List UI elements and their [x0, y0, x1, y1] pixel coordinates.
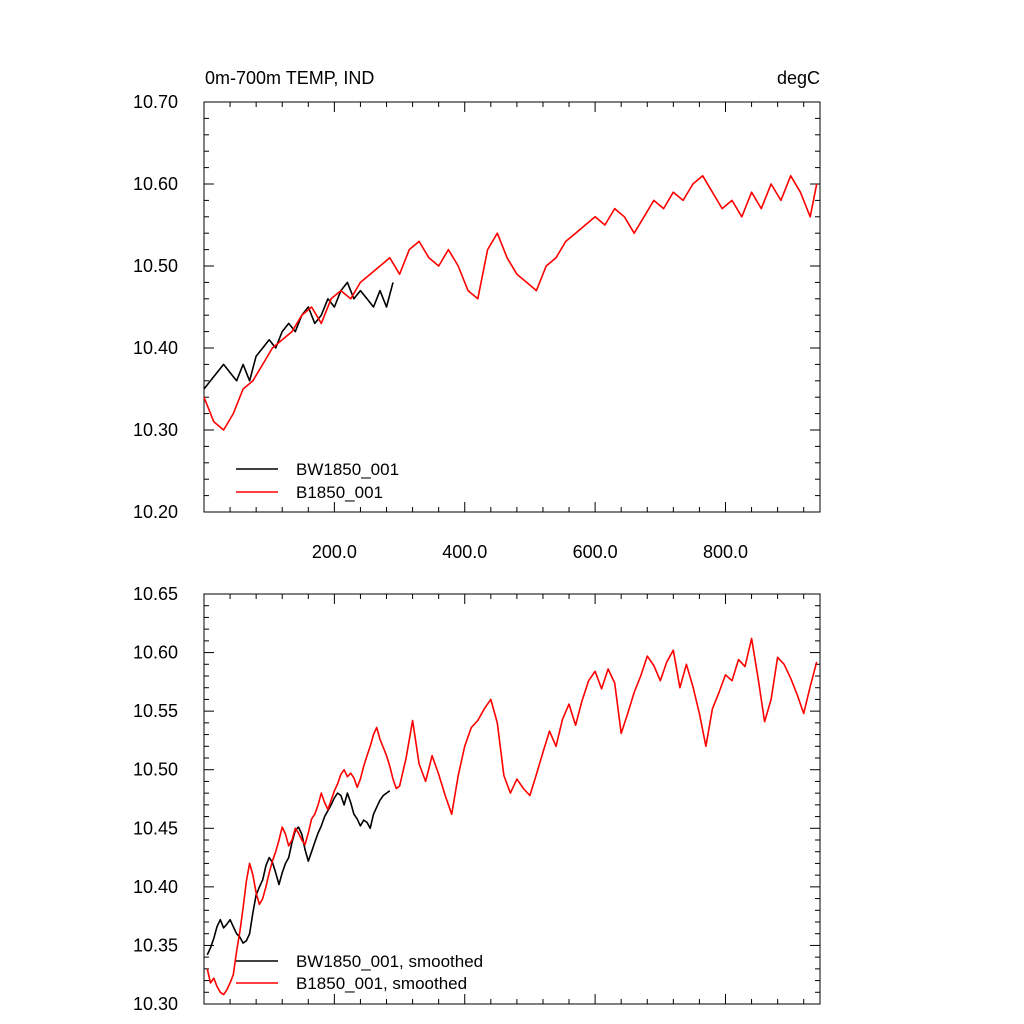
y-tick-label: 10.60	[133, 174, 178, 194]
top-units: degC	[777, 68, 820, 88]
series-line-red	[206, 637, 818, 996]
legend-label: B1850_001	[296, 483, 383, 502]
y-tick-label: 10.50	[133, 760, 178, 780]
y-tick-label: 10.20	[133, 502, 178, 522]
x-tick-label: 400.0	[442, 542, 487, 562]
y-tick-label: 10.55	[133, 701, 178, 721]
top-panel: 0m-700m TEMP, IND degC 200.0 400.0 600.0 80…	[133, 68, 821, 562]
y-tick-label: 10.30	[133, 420, 178, 440]
legend-label: BW1850_001	[296, 460, 399, 479]
plot-frame	[203, 101, 821, 513]
y-tick-label: 10.45	[133, 818, 178, 838]
x-tick-label: 200.0	[312, 542, 357, 562]
x-tick-label: 800.0	[703, 542, 748, 562]
series-line-black	[203, 281, 394, 390]
plot-frame	[203, 593, 821, 1005]
y-tick-label: 10.65	[133, 584, 178, 604]
series-line-red	[203, 175, 818, 431]
y-tick-label: 10.35	[133, 935, 178, 955]
legend-label: BW1850_001, smoothed	[296, 952, 483, 971]
y-tick-label: 10.30	[133, 994, 178, 1014]
y-tick-label: 10.40	[133, 877, 178, 897]
series-line-black	[206, 790, 391, 956]
x-tick-label: 600.0	[573, 542, 618, 562]
bottom-panel: 10.30 10.35 10.40 10.45 10.50 10.55 10.60 10.65…	[133, 584, 821, 1014]
y-tick-label: 10.60	[133, 643, 178, 663]
y-tick-label: 10.50	[133, 256, 178, 276]
legend-label: B1850_001, smoothed	[296, 974, 467, 993]
y-tick-label: 10.70	[133, 92, 178, 112]
y-tick-label: 10.40	[133, 338, 178, 358]
top-title: 0m-700m TEMP, IND	[205, 68, 374, 88]
